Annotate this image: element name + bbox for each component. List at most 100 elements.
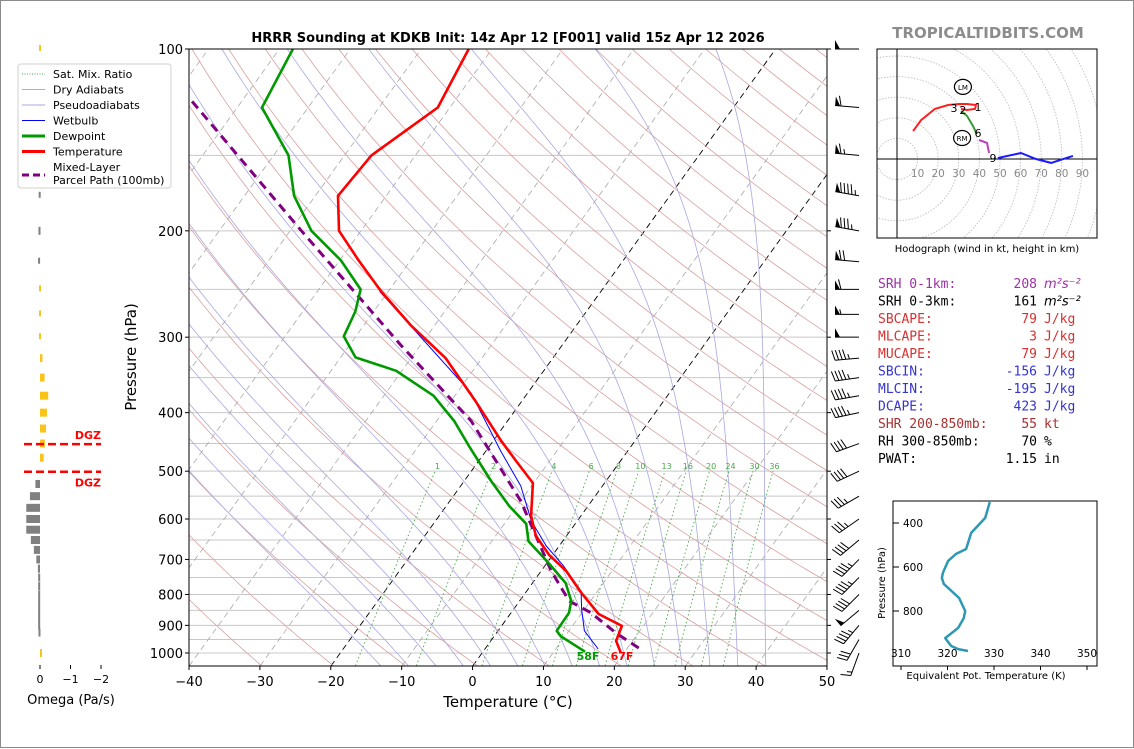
- stat-label: SBCAPE:: [878, 312, 933, 327]
- barb-full: [838, 370, 842, 380]
- y-tick-label: 600: [158, 513, 183, 528]
- legend-label: Dry Adiabats: [53, 84, 124, 97]
- wind-barb: [831, 440, 859, 452]
- surface-dewpoint-label: 58F: [577, 650, 600, 663]
- omega-bar: [38, 621, 40, 629]
- surface-temperature-label: 67F: [611, 650, 634, 663]
- hodograph-ring-label: 60: [1014, 168, 1027, 180]
- hodograph-ring-label: 80: [1055, 168, 1068, 180]
- hodograph-height-label: 3: [951, 102, 958, 115]
- barb-full: [839, 144, 841, 154]
- barb-full: [842, 406, 847, 415]
- stat-unit: m²s⁻²: [1044, 277, 1081, 292]
- barb-full: [841, 631, 850, 636]
- wind-barb: [833, 559, 859, 576]
- x-tick-label: −20: [317, 675, 344, 690]
- omega-bar: [40, 425, 46, 433]
- wind-barb: [835, 182, 859, 195]
- theta-e-y-tick-label: 600: [903, 562, 923, 574]
- stat-value: 423: [1014, 400, 1037, 415]
- barb-full: [838, 407, 843, 416]
- stat-value: 1.15: [1006, 452, 1037, 467]
- barb-flag: [835, 328, 840, 337]
- x-tick-label: −10: [388, 675, 415, 690]
- hodograph-ring-label: 70: [1035, 168, 1048, 180]
- dgz-label: DGZ: [75, 429, 101, 442]
- mixing-ratio-label: 20: [706, 462, 716, 471]
- barb-half: [844, 523, 848, 526]
- stat-label: MLCIN:: [878, 382, 925, 397]
- wind-barb: [833, 578, 859, 595]
- legend-label: Temperature: [52, 146, 123, 159]
- pseudoadiabat: [287, 49, 654, 666]
- omega-tick-label: −1: [62, 673, 78, 686]
- omega-tick-label: 0: [37, 673, 44, 686]
- wind-barb: [833, 594, 859, 611]
- storm-motion-label: LM: [958, 84, 968, 92]
- stat-value: 55: [1021, 417, 1037, 432]
- legend-label: Dewpoint: [53, 130, 106, 143]
- stat-value: 70: [1021, 435, 1037, 450]
- legend-label: Pseudoadiabats: [53, 99, 140, 112]
- omega-bar: [38, 629, 40, 637]
- watermark: TROPICALTIDBITS.COM: [892, 24, 1084, 42]
- hodograph-caption: Hodograph (wind in kt, height in km): [895, 244, 1080, 255]
- mixing-ratio-label: 24: [725, 462, 735, 471]
- wind-barb: [831, 406, 859, 418]
- omega-bar: [26, 504, 40, 512]
- profile-lines: [188, 49, 639, 653]
- mixing-ratio-label: 10: [635, 462, 645, 471]
- x-tick-label: 40: [748, 675, 765, 690]
- omega-bar: [38, 590, 40, 598]
- barb-full: [834, 639, 843, 644]
- barb-full: [841, 674, 851, 675]
- barb-half: [847, 393, 849, 398]
- hodograph-ring-label: 50: [993, 168, 1006, 180]
- omega-bar: [38, 258, 40, 264]
- omega-bar: [40, 649, 42, 657]
- omega-bar: [38, 565, 40, 573]
- theta-e-x-tick-label: 310: [891, 648, 911, 660]
- wind-barb: [834, 625, 859, 643]
- stat-unit: kt: [1044, 417, 1060, 432]
- barb-full: [841, 217, 842, 227]
- stat-value: 79: [1021, 347, 1037, 362]
- barb-full: [838, 389, 842, 398]
- theta-e-x-tick-label: 350: [1077, 648, 1097, 660]
- barb-full: [831, 371, 835, 381]
- mixing-ratio-label: 30: [749, 462, 759, 471]
- isotherm: [118, 49, 563, 666]
- mixing-ratio-label: 16: [683, 462, 693, 471]
- barb-full: [841, 651, 851, 654]
- stat-unit: J/kg: [1044, 400, 1075, 415]
- stat-label: SBCIN:: [878, 365, 925, 380]
- x-axis-label: Temperature (°C): [442, 693, 572, 711]
- barb-full: [839, 634, 848, 639]
- stat-value: 3: [1029, 330, 1037, 345]
- barb-full: [839, 96, 841, 106]
- barb-full: [841, 182, 842, 192]
- barb-half: [844, 149, 845, 154]
- isotherm: [402, 49, 847, 666]
- theta-e-x-tick-label: 340: [1030, 648, 1050, 660]
- barb-flag: [835, 305, 840, 314]
- stat-unit: %: [1044, 435, 1052, 450]
- y-tick-label: 900: [158, 619, 183, 634]
- omega-bar: [34, 546, 40, 554]
- y-tick-label: 500: [158, 465, 183, 480]
- hodograph-ring-label: 20: [932, 168, 945, 180]
- barb-full: [837, 636, 846, 641]
- omega-bar: [39, 310, 41, 316]
- pseudoadiabat: [169, 49, 600, 666]
- y-tick-label: 700: [158, 553, 183, 568]
- barb-full: [831, 390, 835, 399]
- theta-e-x-tick-label: 320: [937, 648, 957, 660]
- mixing-ratio-label: 4: [551, 462, 556, 471]
- omega-axis-label: Omega (Pa/s): [27, 693, 115, 708]
- mixing-ratio-label: 1: [435, 462, 440, 471]
